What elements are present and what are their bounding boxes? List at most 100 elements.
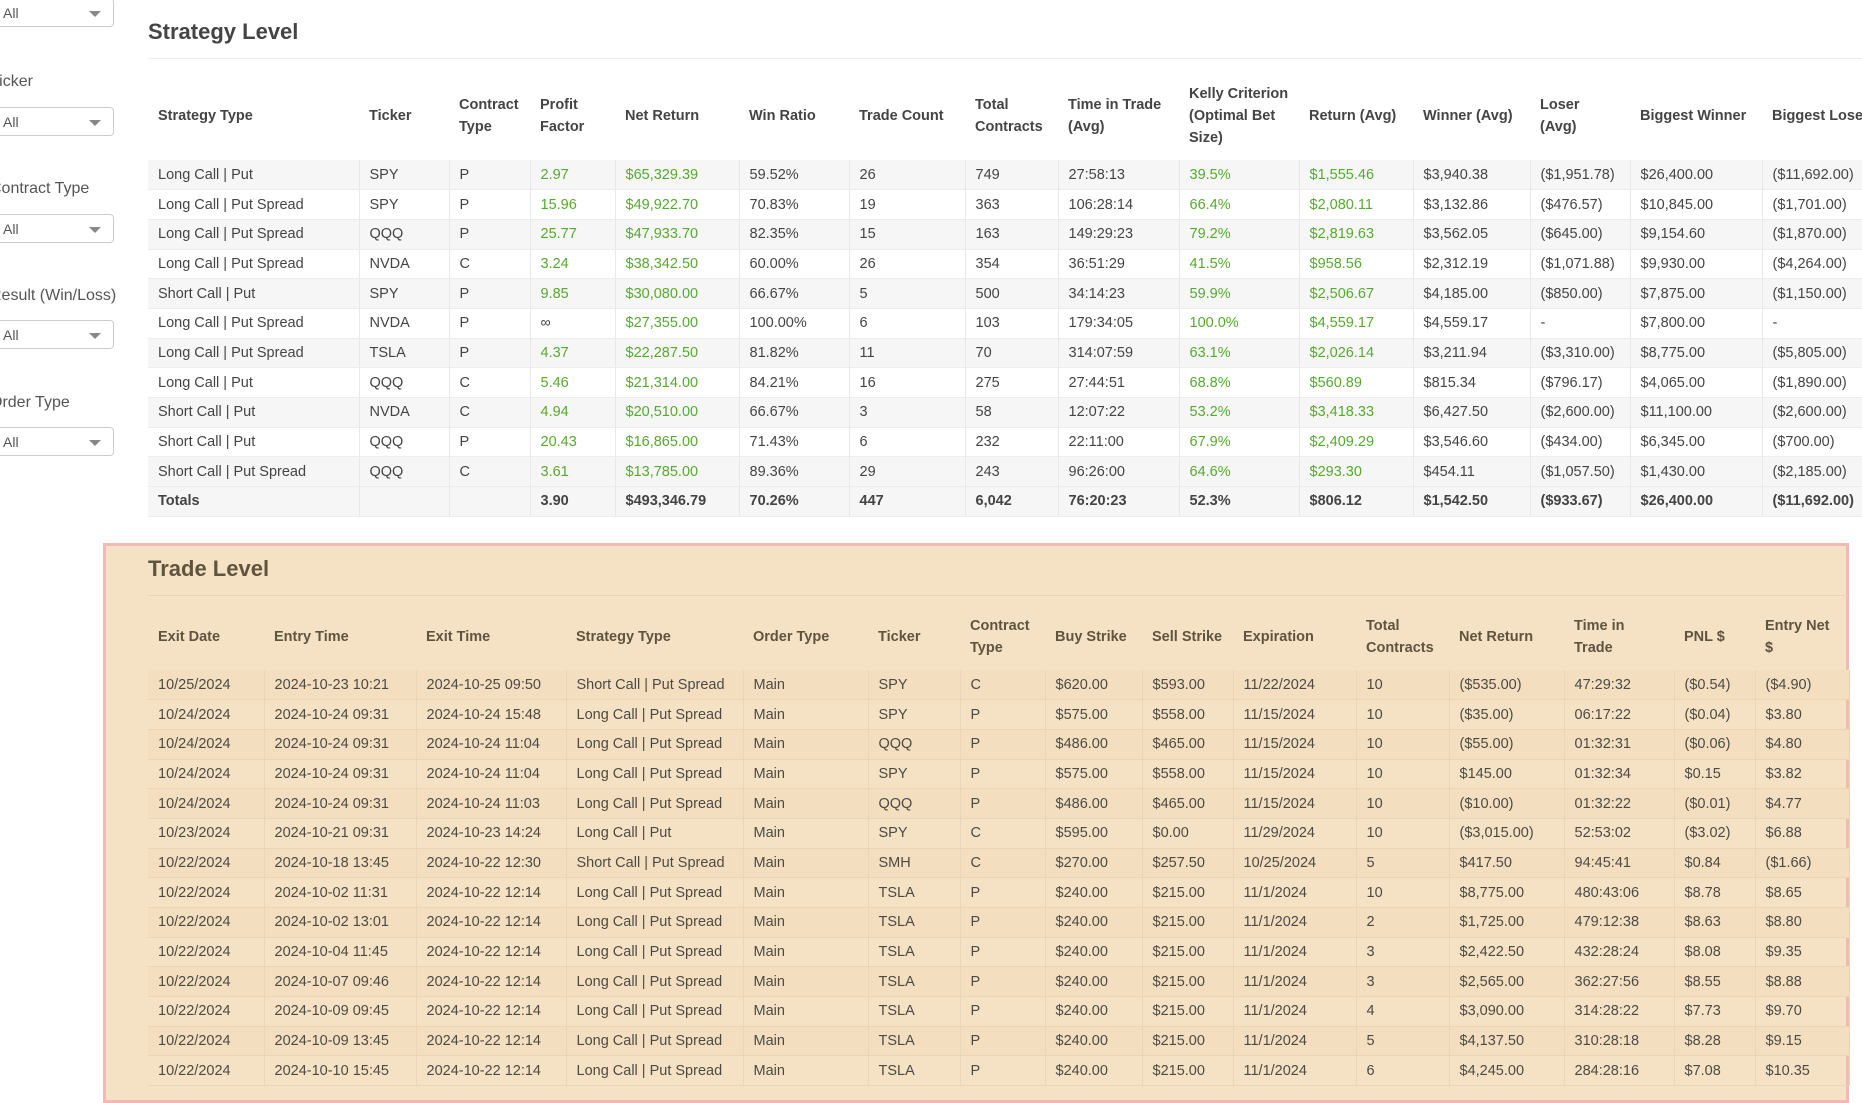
order-type-filter-dropdown[interactable]: All xyxy=(0,427,114,456)
cell-exit-date: 10/22/2024 xyxy=(148,937,265,968)
column-header-total-contracts[interactable]: Total Contracts xyxy=(975,96,1043,135)
totals-row[interactable]: Totals 3.90 $493,346.79 70.26% 447 6,042 76:20… xyxy=(148,486,1862,517)
cell-exit-date: 10/22/2024 xyxy=(148,907,265,938)
table-row[interactable]: 10/24/2024 2024-10-24 09:31 2024-10-24 11:… xyxy=(148,729,1850,760)
column-header-exit-time[interactable]: Exit Time xyxy=(426,628,491,645)
table-row[interactable]: Long Call | Put QQQ C 5.46 $21,314.00 84.21% 1… xyxy=(148,367,1862,398)
trade-level-title: Trade Level xyxy=(148,556,270,581)
table-row[interactable]: Short Call | Put QQQ P 20.43 $16,865.00 71.43… xyxy=(148,427,1862,458)
column-header-buy-strike[interactable]: Buy Strike xyxy=(1055,628,1127,645)
table-row[interactable]: 10/22/2024 2024-10-02 13:01 2024-10-22 12:… xyxy=(148,907,1850,938)
column-header-pnl[interactable]: PNL $ xyxy=(1684,628,1725,645)
cell-biggest-loser: ($2,600.00) xyxy=(1762,397,1862,428)
cell-win-ratio: 70.83% xyxy=(739,189,850,220)
column-header-trade-count[interactable]: Trade Count xyxy=(859,107,944,124)
column-header-biggest-loser[interactable]: Biggest Loser xyxy=(1772,107,1862,124)
cell-ticker xyxy=(359,486,450,517)
table-row[interactable]: Short Call | Put Spread QQQ C 3.61 $13,785.0… xyxy=(148,456,1862,488)
column-header-exit-date[interactable]: Exit Date xyxy=(158,628,221,645)
table-row[interactable]: 10/22/2024 2024-10-02 11:31 2024-10-22 12:… xyxy=(148,877,1850,908)
column-header-order-type[interactable]: Order Type xyxy=(753,628,830,645)
table-row[interactable]: Long Call | Put Spread TSLA P 4.37 $22,287.5… xyxy=(148,338,1862,369)
table-row[interactable]: 10/24/2024 2024-10-24 09:31 2024-10-24 11:… xyxy=(148,788,1850,819)
column-header-total-contracts[interactable]: Total Contracts xyxy=(1366,617,1434,656)
column-header-return-avg[interactable]: Return (Avg) xyxy=(1309,107,1397,124)
cell-entry-time: 2024-10-24 09:31 xyxy=(264,729,417,760)
result-filter-dropdown[interactable]: All xyxy=(0,320,114,349)
contract-type-filter-dropdown[interactable]: All xyxy=(0,214,114,243)
column-header-ticker[interactable]: Ticker xyxy=(369,107,412,124)
cell-net-return: $2,565.00 xyxy=(1449,966,1565,998)
filter-dropdown-top[interactable]: All xyxy=(0,0,114,27)
table-row[interactable]: 10/23/2024 2024-10-21 09:31 2024-10-23 14:… xyxy=(148,818,1850,849)
column-header-winner-avg[interactable]: Winner (Avg) xyxy=(1423,107,1513,124)
cell-time-in-trade-avg: 106:28:14 xyxy=(1058,189,1180,220)
column-header-entry-time[interactable]: Entry Time xyxy=(274,628,349,645)
cell-entry-net: $10.35 xyxy=(1755,1055,1850,1087)
column-header-strategy-type[interactable]: Strategy Type xyxy=(158,107,253,124)
ticker-filter-dropdown[interactable]: All xyxy=(0,107,114,136)
table-row[interactable]: 10/25/2024 2024-10-23 10:21 2024-10-25 09:… xyxy=(148,670,1850,701)
table-row[interactable]: Long Call | Put Spread NVDA C 3.24 $38,342.5… xyxy=(148,249,1862,280)
cell-kelly-criterion-optimal-bet-size: 63.1% xyxy=(1179,338,1300,369)
cell-trade-count: 6 xyxy=(849,427,966,458)
cell-expiration: 11/1/2024 xyxy=(1233,877,1357,908)
cell-expiration: 11/1/2024 xyxy=(1233,907,1357,938)
cell-pnl: ($0.01) xyxy=(1674,788,1756,819)
column-header-profit-factor[interactable]: Profit Factor xyxy=(540,96,585,135)
table-row[interactable]: 10/22/2024 2024-10-18 13:45 2024-10-22 12:… xyxy=(148,848,1850,879)
cell-net-return: $4,137.50 xyxy=(1449,1026,1565,1057)
column-header-entry-net[interactable]: Entry Net $ xyxy=(1765,617,1830,656)
cell-strategy-type: Short Call | Put Spread xyxy=(566,848,744,879)
cell-ticker: SPY xyxy=(868,670,961,701)
column-header-win-ratio[interactable]: Win Ratio xyxy=(749,107,816,124)
cell-total-contracts: 103 xyxy=(965,308,1059,339)
table-row[interactable]: 10/22/2024 2024-10-10 15:45 2024-10-22 12:… xyxy=(148,1055,1850,1087)
column-header-sell-strike[interactable]: Sell Strike xyxy=(1152,628,1223,645)
table-row[interactable]: Short Call | Put SPY P 9.85 $30,080.00 66.67%… xyxy=(148,278,1862,309)
cell-time-in-trade: 432:28:24 xyxy=(1564,937,1675,968)
column-header-loser-avg[interactable]: Loser (Avg) xyxy=(1540,96,1580,135)
column-header-expiration[interactable]: Expiration xyxy=(1243,628,1314,645)
table-row[interactable]: 10/22/2024 2024-10-04 11:45 2024-10-22 12:… xyxy=(148,937,1850,968)
column-header-net-return[interactable]: Net Return xyxy=(625,107,700,124)
table-row[interactable]: 10/22/2024 2024-10-09 13:45 2024-10-22 12:… xyxy=(148,1026,1850,1057)
cell-contract-type: P xyxy=(449,427,531,458)
table-row[interactable]: 10/22/2024 2024-10-07 09:46 2024-10-22 12:… xyxy=(148,966,1850,998)
cell-pnl: ($0.06) xyxy=(1674,729,1756,760)
table-row[interactable]: Long Call | Put Spread SPY P 15.96 $49,922.7… xyxy=(148,189,1862,220)
column-header-time-in-trade-avg[interactable]: Time in Trade (Avg) xyxy=(1068,96,1162,135)
table-row[interactable]: 10/24/2024 2024-10-24 09:31 2024-10-24 11:… xyxy=(148,759,1850,790)
cell-ticker: QQQ xyxy=(359,456,450,488)
cell-contract-type: P xyxy=(960,788,1046,819)
cell-loser-avg: - xyxy=(1530,308,1631,339)
cell-total-contracts: 500 xyxy=(965,278,1059,309)
column-header-ticker[interactable]: Ticker xyxy=(878,628,921,645)
cell-total-contracts: 10 xyxy=(1356,729,1450,760)
table-row[interactable]: Long Call | Put Spread NVDA P ∞ $27,355.00 10… xyxy=(148,308,1862,339)
column-header-contract-type[interactable]: Contract Type xyxy=(970,617,1030,656)
table-row[interactable]: Long Call | Put Spread QQQ P 25.77 $47,933.7… xyxy=(148,219,1862,250)
cell-contract-type: P xyxy=(449,160,531,191)
cell-expiration: 11/29/2024 xyxy=(1233,818,1357,849)
cell-return-avg: $958.56 xyxy=(1299,249,1414,280)
table-row[interactable]: Short Call | Put NVDA C 4.94 $20,510.00 66.67… xyxy=(148,397,1862,428)
column-header-time-in-trade[interactable]: Time in Trade xyxy=(1574,617,1625,656)
cell-win-ratio: 82.35% xyxy=(739,219,850,250)
column-header-net-return[interactable]: Net Return xyxy=(1459,628,1534,645)
cell-exit-date: 10/22/2024 xyxy=(148,877,265,908)
chevron-down-icon xyxy=(89,227,101,233)
cell-time-in-trade-avg: 12:07:22 xyxy=(1058,397,1180,428)
table-row[interactable]: Long Call | Put SPY P 2.97 $65,329.39 59.52% 2… xyxy=(148,160,1862,191)
cell-exit-time: 2024-10-22 12:14 xyxy=(416,877,567,908)
table-row[interactable]: 10/24/2024 2024-10-24 09:31 2024-10-24 15:… xyxy=(148,699,1850,730)
column-header-contract-type[interactable]: Contract Type xyxy=(459,96,519,135)
cell-biggest-loser: ($1,701.00) xyxy=(1762,189,1862,220)
cell-biggest-loser: ($4,264.00) xyxy=(1762,249,1862,280)
cell-time-in-trade-avg: 314:07:59 xyxy=(1058,338,1180,369)
column-header-kelly-criterion-optimal-bet-size[interactable]: Kelly Criterion (Optimal Bet Size) xyxy=(1189,85,1289,146)
column-header-strategy-type[interactable]: Strategy Type xyxy=(576,628,671,645)
column-header-biggest-winner[interactable]: Biggest Winner xyxy=(1640,107,1747,124)
cell-biggest-loser: ($11,692.00) xyxy=(1762,160,1862,191)
table-row[interactable]: 10/22/2024 2024-10-09 09:45 2024-10-22 12:… xyxy=(148,996,1850,1027)
